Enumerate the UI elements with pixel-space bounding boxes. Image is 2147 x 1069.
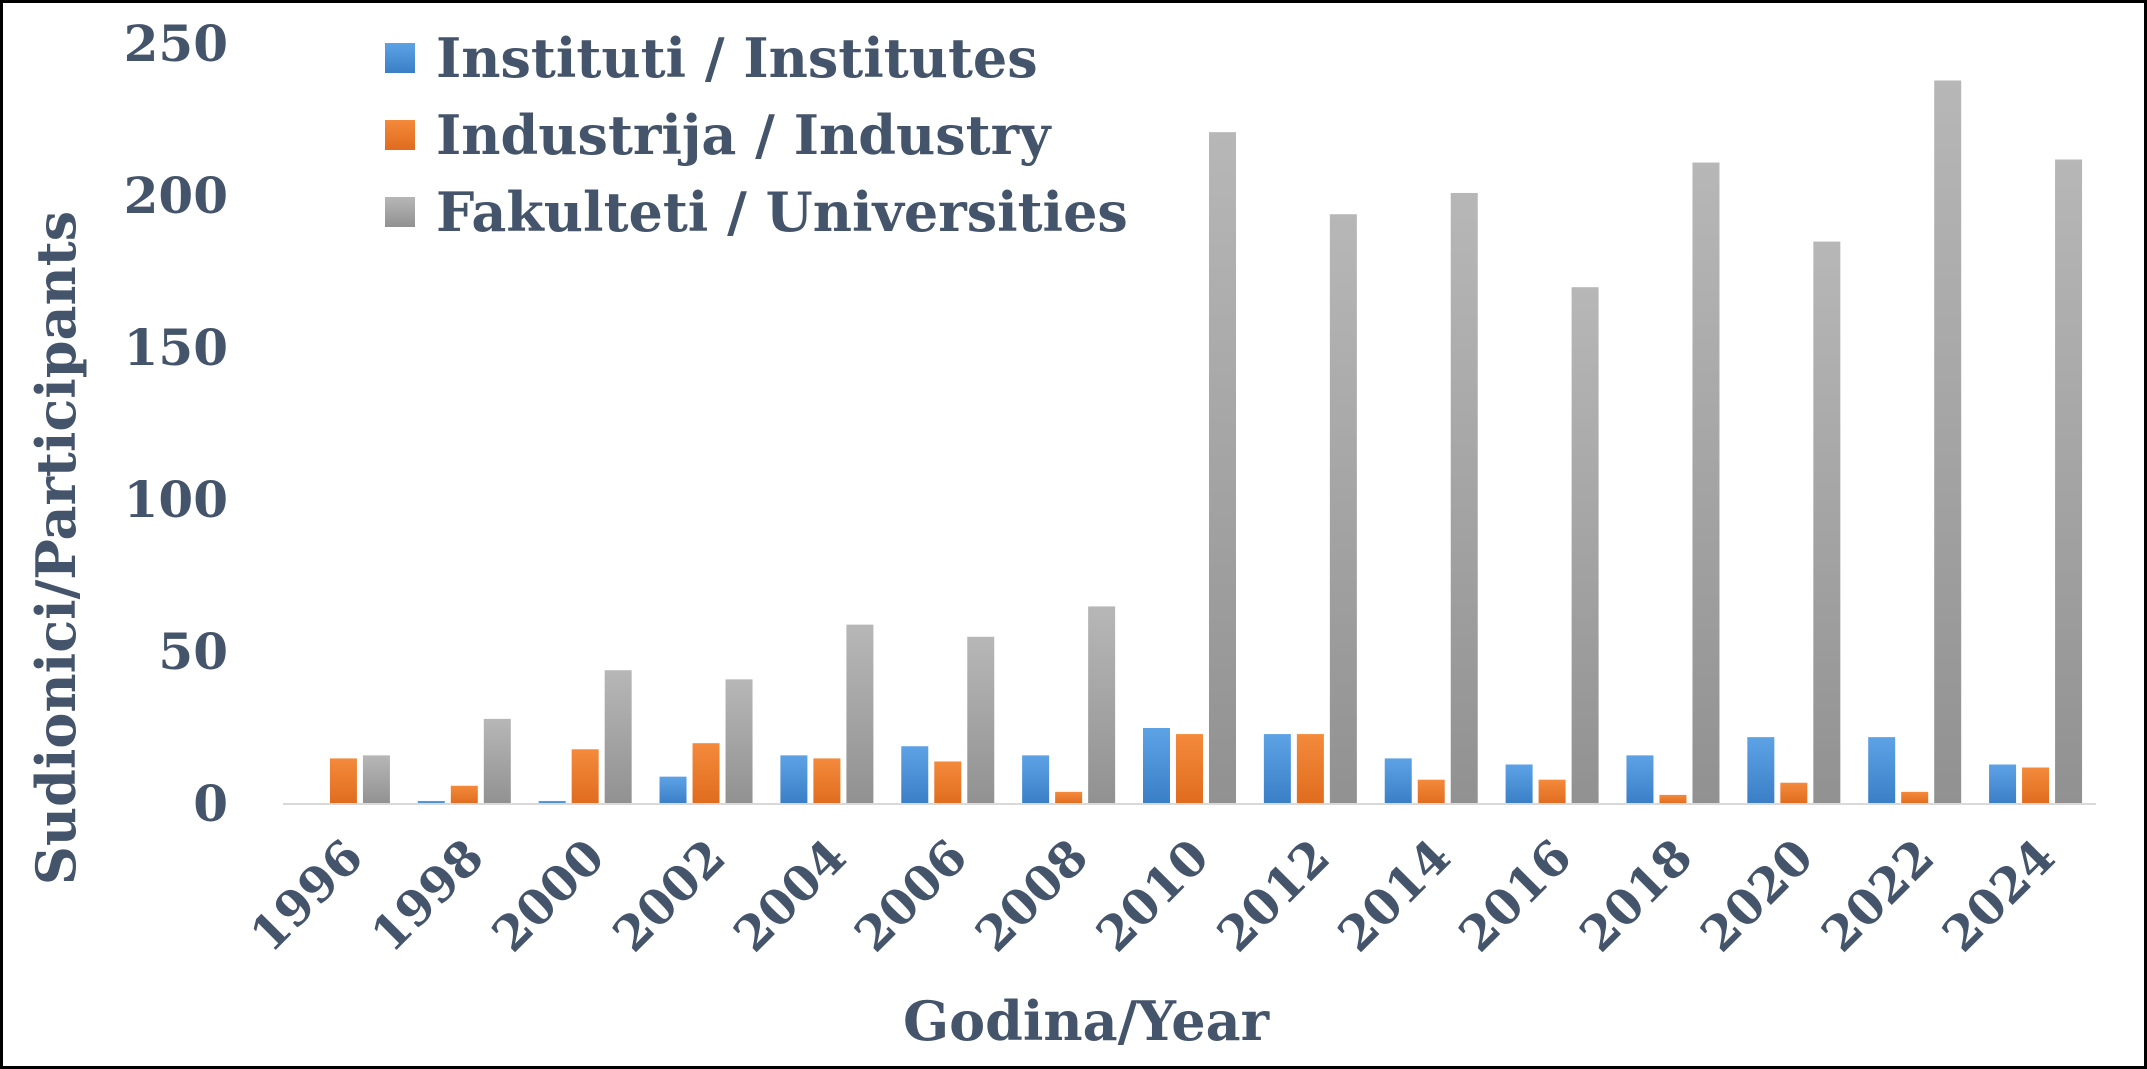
bar-industrija-2024 [2022, 767, 2050, 804]
bar-instituti-2000 [538, 800, 566, 804]
x-tick-label: 2006 [844, 829, 978, 963]
y-tick-labels: 0 50 100 150 200 250 [124, 14, 228, 833]
bar-instituti-2018 [1626, 755, 1654, 804]
bar-industrija-2014 [1417, 779, 1445, 804]
bar-fakulteti-2018 [1692, 162, 1720, 804]
bar-fakulteti-1996 [362, 755, 390, 804]
legend-swatch [385, 120, 415, 150]
bar-fakulteti-2016 [1571, 287, 1599, 804]
bar-fakulteti-2022 [1934, 80, 1962, 805]
bar-industrija-2002 [692, 743, 720, 804]
bar-industrija-2012 [1296, 734, 1324, 804]
bar-industrija-1996 [329, 758, 357, 804]
bar-fakulteti-2012 [1329, 214, 1357, 805]
x-tick-label: 2018 [1569, 829, 1703, 963]
bar-instituti-2008 [1022, 755, 1050, 804]
x-tick-label: 2000 [482, 829, 616, 963]
bar-fakulteti-1998 [483, 718, 511, 804]
bar-instituti-2010 [1143, 728, 1170, 804]
legend-swatch [385, 43, 415, 73]
x-tick-label: 1996 [240, 829, 374, 963]
legend-label: Fakulteti / Universities [436, 180, 1128, 244]
x-tick-labels: 1996199820002002200420062008201020122014… [240, 829, 2066, 963]
bar-fakulteti-2014 [1450, 192, 1478, 804]
x-tick-label: 2014 [1328, 829, 1462, 963]
x-tick-label: 2016 [1449, 829, 1583, 963]
y-tick-label: 50 [158, 622, 228, 681]
bar-industrija-1998 [450, 785, 478, 804]
bar-fakulteti-2010 [1209, 132, 1236, 804]
bar-industrija-2004 [813, 758, 841, 804]
y-tick-label: 100 [124, 470, 228, 529]
bar-fakulteti-2006 [967, 636, 995, 804]
bar-chart: 0 50 100 150 200 250 199619982000200220042006… [24, 14, 2096, 1053]
bar-instituti-2024 [1989, 764, 2017, 804]
legend-label: Industrija / Industry [436, 103, 1052, 167]
bar-instituti-2002 [659, 776, 687, 804]
bar-industrija-2010 [1176, 734, 1203, 804]
bar-instituti-2014 [1384, 758, 1412, 804]
bar-industrija-2018 [1659, 794, 1687, 804]
x-tick-label: 1998 [361, 829, 495, 963]
bar-fakulteti-2002 [725, 679, 753, 804]
legend: Instituti / Institutes Industrija / Indus… [385, 26, 1128, 244]
x-tick-label: 2004 [723, 829, 857, 963]
bar-instituti-2012 [1263, 734, 1291, 804]
x-axis-label: Godina/Year [903, 989, 1270, 1053]
y-axis-label: Sudionici/Participants [24, 211, 88, 885]
bar-fakulteti-2000 [604, 670, 632, 804]
x-tick-label: 2024 [1932, 829, 2066, 963]
bar-fakulteti-2004 [846, 624, 874, 804]
y-tick-label: 150 [124, 318, 228, 377]
bar-instituti-2006 [901, 746, 929, 804]
y-tick-label: 200 [124, 166, 228, 225]
legend-label: Instituti / Institutes [436, 26, 1038, 90]
legend-swatch [385, 197, 415, 227]
bar-instituti-2020 [1747, 737, 1775, 804]
bar-industrija-2016 [1538, 779, 1566, 804]
bar-industrija-2000 [571, 749, 599, 804]
bar-industrija-2008 [1055, 791, 1083, 804]
bar-instituti-2016 [1505, 764, 1533, 804]
y-tick-label: 250 [124, 14, 228, 73]
x-tick-label: 2022 [1811, 829, 1945, 963]
bar-fakulteti-2008 [1088, 606, 1116, 804]
x-tick-label: 2012 [1207, 829, 1341, 963]
bar-industrija-2006 [934, 761, 962, 804]
x-tick-label: 2008 [965, 829, 1099, 963]
bar-industrija-2022 [1901, 791, 1929, 804]
bar-instituti-2004 [780, 755, 808, 804]
x-tick-label: 2002 [602, 829, 736, 963]
y-tick-label: 0 [193, 774, 228, 833]
bars-group [329, 80, 2083, 805]
x-tick-label: 2010 [1086, 829, 1220, 963]
bar-instituti-2022 [1868, 737, 1896, 804]
bar-industrija-2020 [1780, 782, 1808, 804]
bar-instituti-1998 [417, 800, 445, 804]
bar-fakulteti-2024 [2055, 159, 2083, 804]
bar-fakulteti-2020 [1813, 241, 1841, 805]
x-tick-label: 2020 [1690, 829, 1824, 963]
